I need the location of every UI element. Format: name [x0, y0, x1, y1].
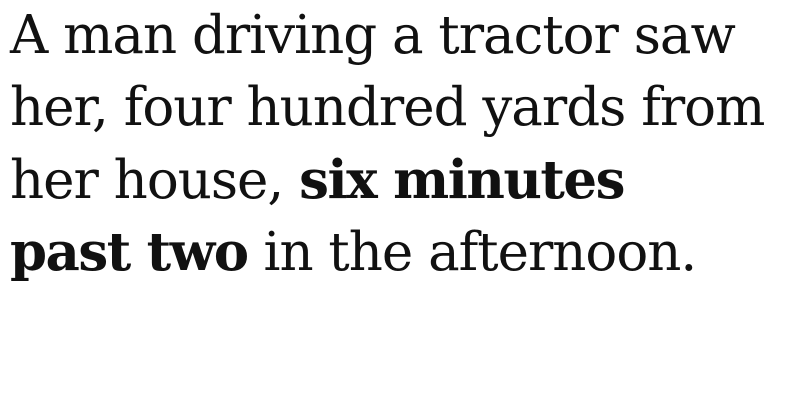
- passage-line-3: her house, six minutes: [10, 144, 795, 216]
- passage-line-1: A man driving a tractor saw: [10, 0, 795, 72]
- passage-line-2: her, four hundred yards from: [10, 72, 795, 144]
- passage-emphasis-past-two: past two: [10, 221, 249, 283]
- passage-line-2-text: her, four hundred yards from: [10, 77, 765, 138]
- passage-line-3-regular-text: her house,: [10, 150, 300, 211]
- passage-line-4: past two in the afternoon.: [10, 216, 795, 288]
- passage-line-4-regular-text: in the afternoon.: [247, 222, 697, 283]
- passage-text: A man driving a tractor saw her, four hu…: [10, 0, 795, 288]
- passage-line-1-text: A man driving a tractor saw: [10, 5, 736, 66]
- passage-emphasis-six-minutes: six minutes: [299, 149, 625, 211]
